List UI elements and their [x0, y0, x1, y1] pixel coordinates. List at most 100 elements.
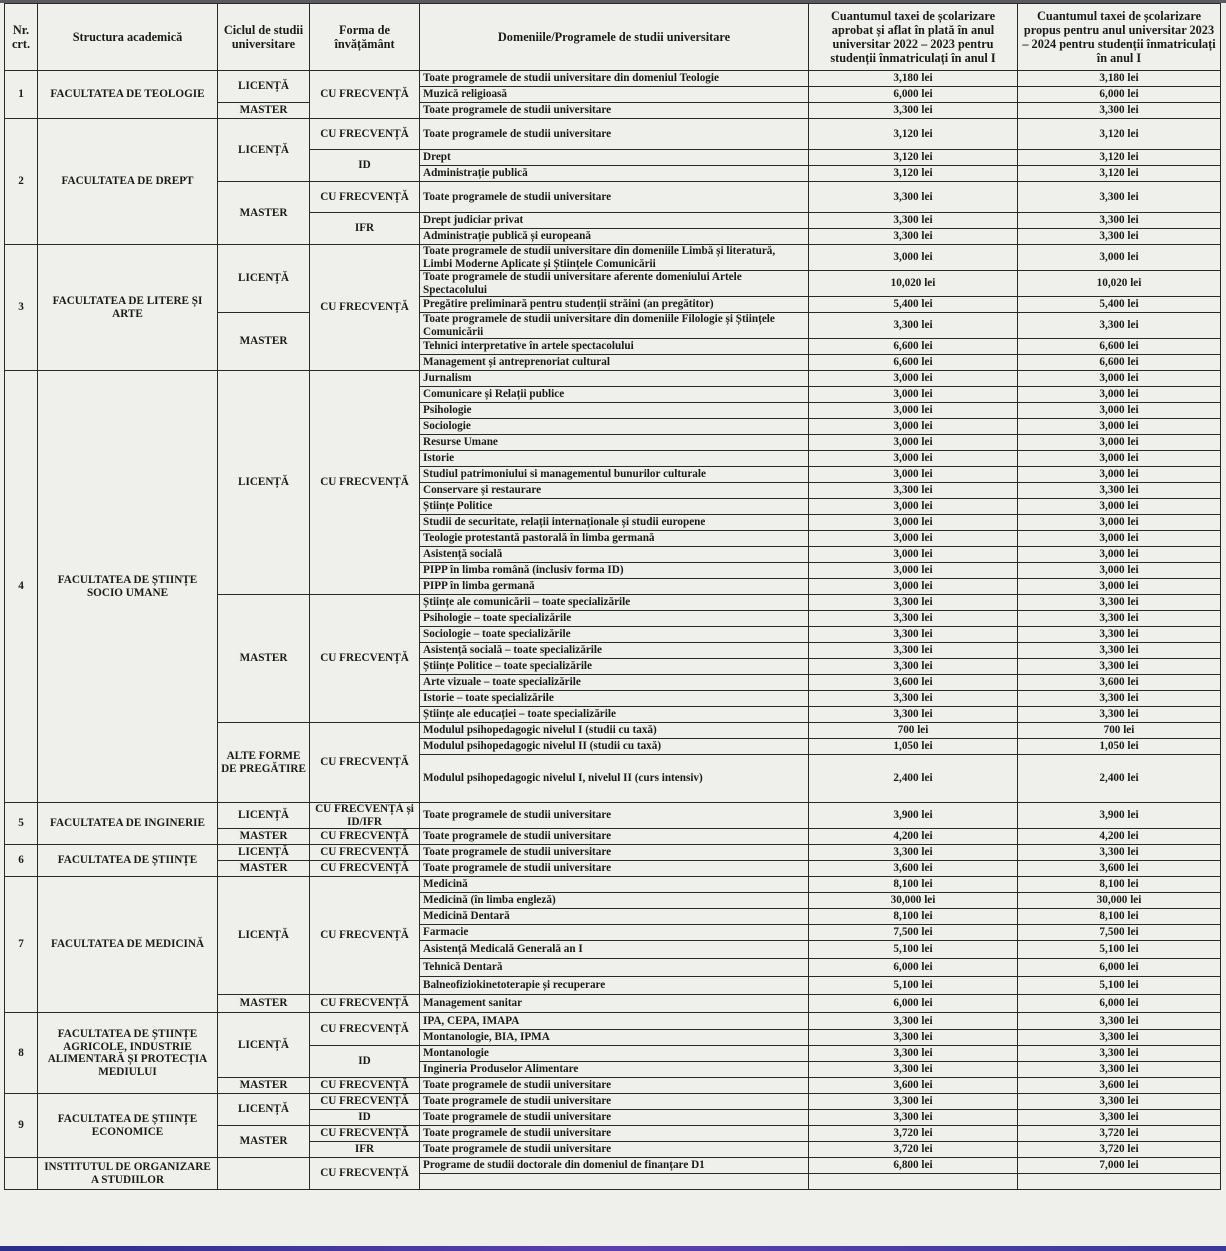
fee-2023-cell: 3,300 lei [1017, 212, 1221, 229]
fee-2023-cell: 3,300 lei [1017, 228, 1221, 245]
fee-2022-cell: 3,300 lei [808, 626, 1018, 643]
fee-2022-cell: 10,020 lei [808, 270, 1018, 297]
table-row: ALTE FORME DE PREGĂTIRE CU FRECVENȚĂ Modul… [5, 722, 1221, 803]
table-row: Istorie – toate specializările 3,300 lei 3… [5, 690, 1221, 707]
program-cell: Montanologie [419, 1045, 809, 1062]
program-cell: Istorie – toate specializările [419, 690, 809, 707]
fee-2023-cell: 3,000 lei [1017, 514, 1221, 531]
program-cell: Toate programele de studii universitare … [419, 312, 809, 339]
fee-2023-cell: 6,000 lei [1017, 86, 1221, 103]
program-cell: PIPP în limba germană [419, 578, 809, 595]
header-domenii: Domeniile/Programele de studii universit… [419, 3, 809, 71]
program-cell: Asistență socială [419, 546, 809, 563]
fee-2023-cell: 3,300 lei [1017, 102, 1221, 119]
window-top-edge [0, 0, 1226, 3]
fee-2023-cell: 3,300 lei [1017, 1093, 1221, 1110]
program-cell: Științe Politice [419, 498, 809, 515]
table-row: Medicină Dentară 8,100 lei 8,100 lei [5, 908, 1221, 925]
fee-2022-cell: 3,300 lei [808, 706, 1018, 723]
cycle-cell [217, 1157, 310, 1190]
program-cell: Pregătire preliminară pentru studenții s… [419, 296, 809, 313]
fee-2023-cell: 3,300 lei [1017, 626, 1221, 643]
program-cell: Studii de securitate, relații internațio… [419, 514, 809, 531]
fee-2022-cell: 3,000 lei [808, 370, 1018, 387]
fee-2022-cell: 3,120 lei [808, 149, 1018, 166]
fee-2023-cell: 3,000 lei [1017, 466, 1221, 483]
table-row: ID Toate programele de studii universitar… [5, 1109, 1221, 1126]
study-form-cell: CU FRECVENȚĂ [309, 118, 420, 150]
fee-2022-cell: 3,300 lei [808, 102, 1018, 119]
fee-2023-cell: 3,000 lei [1017, 578, 1221, 595]
study-form-cell: CU FRECVENȚĂ [309, 844, 420, 861]
nr-cell: 7 [4, 876, 38, 1013]
table-row: 8 FACULTATEA DE ȘTIINȚE AGRICOLE, INDUSTR… [4, 1012, 1221, 1094]
fee-2023-cell: 3,300 lei [1017, 690, 1221, 707]
fee-2022-cell: 2,400 lei [808, 754, 1018, 803]
fee-2022-cell: 6,600 lei [808, 354, 1018, 371]
fee-2022-cell: 700 lei [808, 722, 1018, 739]
fee-2023-cell: 700 lei [1017, 722, 1221, 739]
program-cell: Conservare și restaurare [419, 482, 809, 499]
fee-2022-cell: 3,180 lei [808, 70, 1018, 87]
program-cell: Toate programele de studii universitare [419, 181, 809, 213]
cycle-cell: LICENȚĂ [217, 244, 310, 313]
fee-2022-cell: 3,000 lei [808, 466, 1018, 483]
program-cell: Administrație publică și europeană [419, 228, 809, 245]
table-row: Științe Politice 3,000 lei 3,000 lei [5, 498, 1221, 515]
fee-2022-cell: 3,300 lei [808, 212, 1018, 229]
table-row [5, 1173, 1221, 1190]
fee-2022-cell: 3,300 lei [808, 1045, 1018, 1062]
nr-cell: 9 [4, 1093, 38, 1158]
table-row: 7 FACULTATEA DE MEDICINĂ LICENȚĂ CU FRECVEN… [4, 876, 1221, 1013]
fee-2023-cell: 3,120 lei [1017, 118, 1221, 150]
program-cell: Toate programele de studii universitare … [419, 70, 809, 87]
faculty-cell: FACULTATEA DE ȘTIINȚE AGRICOLE, INDUSTRI… [37, 1012, 218, 1094]
program-cell: Toate programele de studii universitare [419, 828, 809, 845]
program-cell: Medicină (în limba engleză) [419, 892, 809, 909]
program-cell: Toate programele de studii universitare [419, 1109, 809, 1126]
program-cell: Resurse Umane [419, 434, 809, 451]
table-row: Toate programele de studii universitare … [5, 270, 1221, 297]
fee-2023-cell: 3,000 lei [1017, 402, 1221, 419]
cycle-cell: MASTER [217, 1077, 310, 1094]
program-cell: Medicină [419, 876, 809, 893]
fee-2022-cell: 3,720 lei [808, 1141, 1018, 1158]
fee-2023-cell: 3,720 lei [1017, 1125, 1221, 1142]
study-form-cell: CU FRECVENȚĂ [309, 244, 420, 371]
fee-2022-cell: 3,720 lei [808, 1125, 1018, 1142]
fee-2022-cell: 3,300 lei [808, 1109, 1018, 1126]
table-row: Psihologie – toate specializările 3,300 l… [5, 610, 1221, 627]
fee-2022-cell: 3,300 lei [808, 1093, 1018, 1110]
fee-2022-cell: 5,400 lei [808, 296, 1018, 313]
fee-2022-cell: 6,800 lei [808, 1157, 1018, 1174]
fee-2023-cell: 6,600 lei [1017, 338, 1221, 355]
table-row: Modulul psihopedagogic nivelul I, nivelu… [5, 754, 1221, 803]
fee-2023-cell: 3,000 lei [1017, 498, 1221, 515]
program-cell: Modulul psihopedagogic nivelul I, nivelu… [419, 754, 809, 803]
fee-2023-cell: 3,300 lei [1017, 642, 1221, 659]
program-cell: Studiul patrimoniului si managementul bu… [419, 466, 809, 483]
nr-cell [4, 1157, 38, 1190]
program-cell: Toate programele de studii universitare … [419, 244, 809, 271]
study-form-cell: CU FRECVENȚĂ [309, 1077, 420, 1094]
program-cell: Ingineria Produselor Alimentare [419, 1061, 809, 1078]
fee-2022-cell: 3,600 lei [808, 860, 1018, 877]
fee-2023-cell: 6,000 lei [1017, 958, 1221, 977]
faculty-cell: FACULTATEA DE ȘTIINȚE [37, 844, 218, 877]
table-row: Sociologie – toate specializările 3,300 l… [5, 626, 1221, 643]
program-cell: Științe Politice – toate specializările [419, 658, 809, 675]
table-row: MASTER CU FRECVENȚĂ Științe ale comunicări… [5, 594, 1221, 723]
fee-2023-cell: 6,000 lei [1017, 994, 1221, 1013]
study-form-cell: ID [309, 1109, 420, 1126]
study-form-cell: CU FRECVENȚĂ [309, 860, 420, 877]
fee-2022-cell: 3,600 lei [808, 1077, 1018, 1094]
cycle-cell: MASTER [217, 1125, 310, 1158]
fee-2023-cell: 7,000 lei [1017, 1157, 1221, 1174]
fee-2023-cell: 5,100 lei [1017, 940, 1221, 959]
table-row: 2 FACULTATEA DE DREPT LICENȚĂ CU FRECVENȚĂ T… [4, 118, 1221, 245]
program-cell: Balneofiziokinetoterapie și recuperare [419, 976, 809, 995]
table-row: MASTER CU FRECVENȚĂ Toate programele de st… [5, 860, 1221, 877]
table-row: Balneofiziokinetoterapie și recuperare 5,… [5, 976, 1221, 995]
fee-2023-cell [1017, 1173, 1221, 1190]
table-row: Științe ale educației – toate specializă… [5, 706, 1221, 723]
